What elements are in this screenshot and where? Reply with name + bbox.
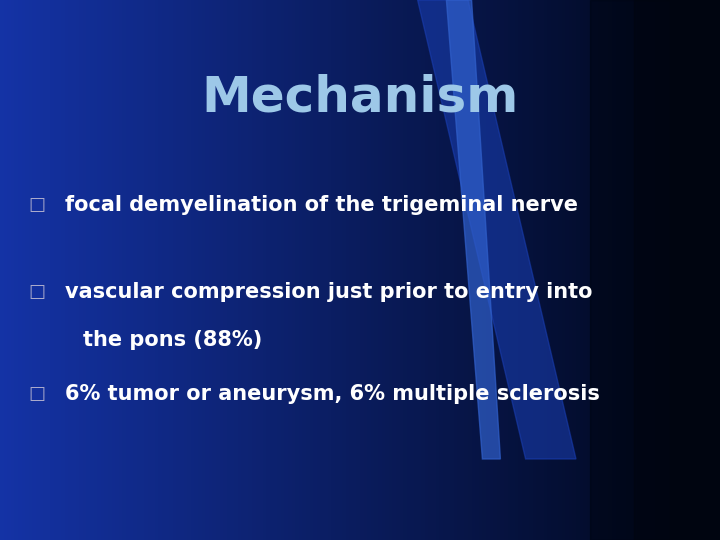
Text: □: □ — [29, 385, 46, 403]
Polygon shape — [590, 0, 698, 540]
Text: the pons (88%): the pons (88%) — [83, 330, 262, 350]
Text: □: □ — [29, 196, 46, 214]
Text: vascular compression just prior to entry into: vascular compression just prior to entry… — [65, 281, 593, 302]
Text: 6% tumor or aneurysm, 6% multiple sclerosis: 6% tumor or aneurysm, 6% multiple sclero… — [65, 384, 600, 404]
Polygon shape — [418, 0, 576, 459]
Text: Mechanism: Mechanism — [202, 73, 518, 121]
Text: □: □ — [29, 282, 46, 301]
Polygon shape — [634, 0, 720, 540]
Text: focal demyelination of the trigeminal nerve: focal demyelination of the trigeminal ne… — [65, 195, 577, 215]
Polygon shape — [670, 0, 720, 540]
Polygon shape — [446, 0, 500, 459]
